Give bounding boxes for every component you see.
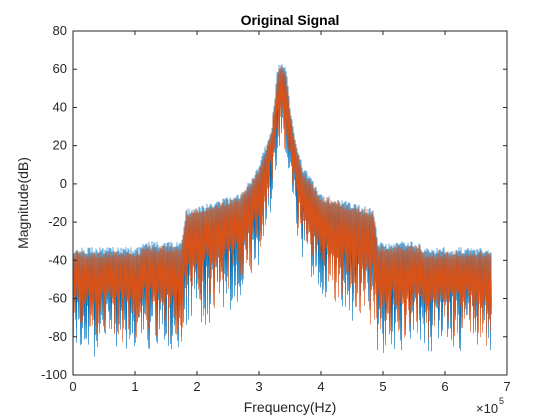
y-tick-label: 60 xyxy=(53,61,67,76)
x-tick-label: 7 xyxy=(503,379,510,394)
chart-title: Original Signal xyxy=(241,12,340,28)
y-tick-label: 80 xyxy=(53,23,67,38)
series-layer xyxy=(73,64,492,357)
axes-box xyxy=(72,30,508,376)
plot-area-background xyxy=(73,31,507,375)
x-tick-label: 0 xyxy=(69,379,76,394)
y-tick-label: -60 xyxy=(48,291,67,306)
series-line-2 xyxy=(73,66,492,346)
y-tick-label: 0 xyxy=(60,176,67,191)
x-tick-label: 5 xyxy=(379,379,386,394)
y-tick-label: -80 xyxy=(48,329,67,344)
x-multiplier-exponent: 5 xyxy=(499,396,504,406)
axes-layer: 0 1 2 3 4 5 6 7 -100 -80 -60 -40 -20 0 20 40 60 80 xyxy=(41,23,511,394)
x-tick-label: 6 xyxy=(441,379,448,394)
x-tick-label: 3 xyxy=(255,379,262,394)
x-multiplier-base: ×10 xyxy=(476,401,498,416)
x-tick-label: 2 xyxy=(193,379,200,394)
x-axis-label: Frequency(Hz) xyxy=(244,399,337,415)
x-tick-label: 1 xyxy=(131,379,138,394)
y-tick-label: -40 xyxy=(48,252,67,267)
y-tick-label: 40 xyxy=(53,99,67,114)
x-tick-label: 4 xyxy=(317,379,324,394)
y-axis-label: Magnitude(dB) xyxy=(15,157,31,249)
y-tick-label: 20 xyxy=(53,138,67,153)
y-tick-label: -100 xyxy=(41,367,67,382)
y-tick-label: -20 xyxy=(48,214,67,229)
